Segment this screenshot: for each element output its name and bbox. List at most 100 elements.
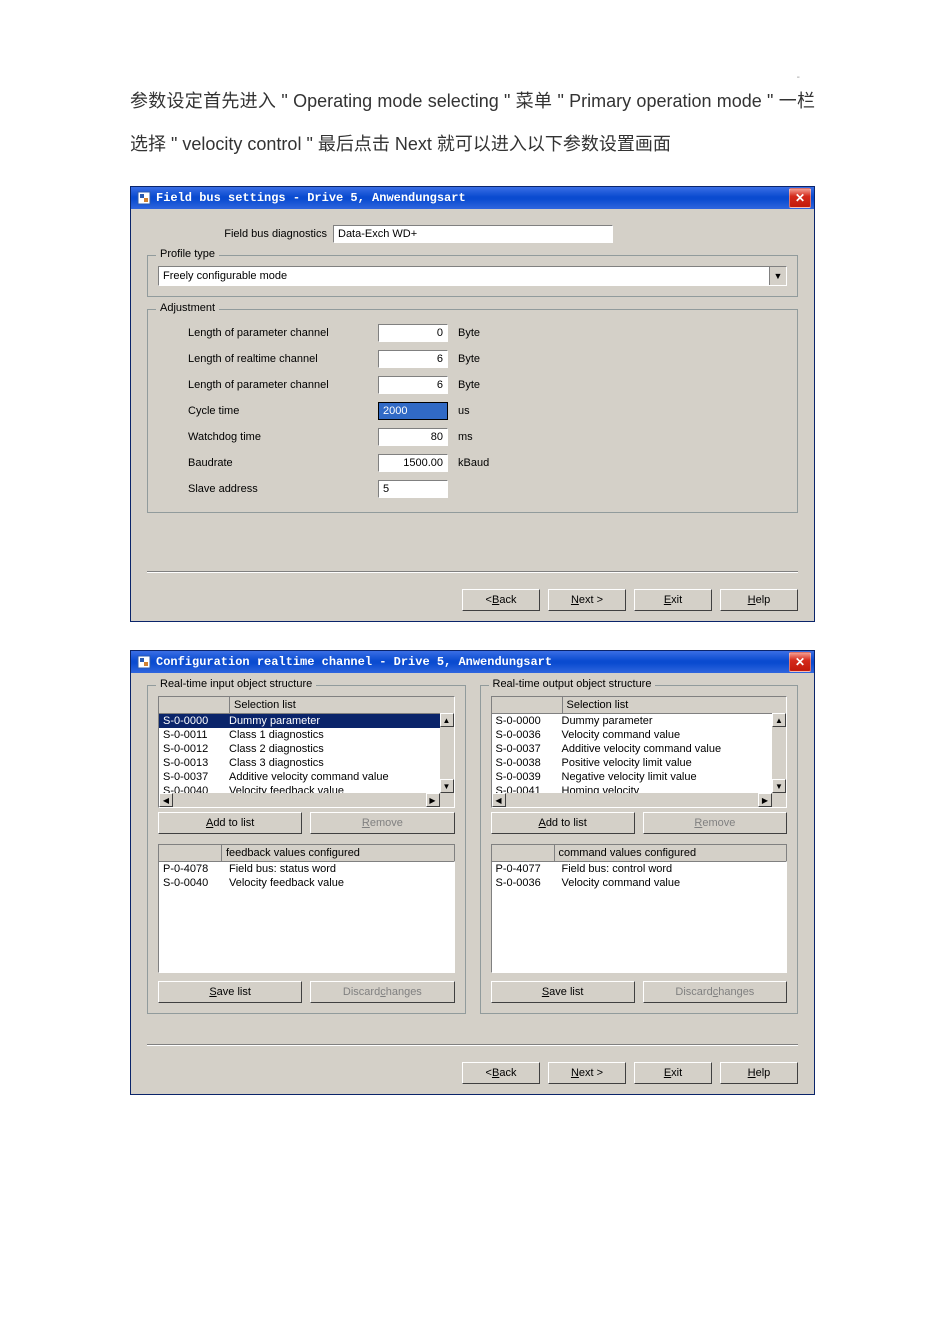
save-list-button[interactable]: Save list (158, 981, 302, 1003)
param-id: S-0-0038 (492, 756, 558, 770)
field-label: Baudrate (158, 457, 378, 469)
adjustment-row: Length of parameter channel6Byte (158, 372, 787, 398)
close-button[interactable]: ✕ (789, 188, 811, 208)
field-value[interactable]: 5 (378, 480, 448, 498)
configured-item[interactable]: P-0-4078Field bus: status word (159, 862, 454, 876)
command-configured-list[interactable]: P-0-4077Field bus: control wordS-0-0036V… (491, 861, 788, 973)
horizontal-scrollbar[interactable]: ◀ ▶ (492, 793, 773, 807)
discard-changes-button[interactable]: Discard changes (643, 981, 787, 1003)
scroll-left-icon: ◀ (159, 793, 173, 807)
window-icon (137, 655, 151, 669)
list-item[interactable]: S-0-0036Velocity command value (492, 728, 787, 742)
param-id: S-0-0036 (492, 876, 558, 890)
remove-button[interactable]: Remove (643, 812, 787, 834)
scroll-left-icon: ◀ (492, 793, 506, 807)
param-name: Positive velocity limit value (558, 756, 787, 770)
list-item[interactable]: S-0-0037Additive velocity command value (492, 742, 787, 756)
configured-item[interactable]: S-0-0036Velocity command value (492, 876, 787, 890)
vertical-scrollbar[interactable]: ▲ ▼ (772, 713, 786, 793)
scroll-up-icon: ▲ (440, 713, 454, 727)
output-group-title: Real-time output object structure (489, 678, 656, 690)
scroll-right-icon: ▶ (758, 793, 772, 807)
divider (147, 571, 798, 573)
param-id: S-0-0012 (159, 742, 225, 756)
feedback-configured-header: feedback values configured (158, 844, 455, 861)
scroll-down-icon: ▼ (772, 779, 786, 793)
adjustment-row: Baudrate1500.00kBaud (158, 450, 787, 476)
field-value[interactable]: 2000 (378, 402, 448, 420)
list-item[interactable]: S-0-0039Negative velocity limit value (492, 770, 787, 784)
param-name: Velocity command value (558, 876, 787, 890)
param-name: Field bus: control word (558, 862, 787, 876)
close-button[interactable]: ✕ (789, 652, 811, 672)
field-unit: Byte (448, 327, 480, 339)
feedback-configured-list[interactable]: P-0-4078Field bus: status wordS-0-0040Ve… (158, 861, 455, 973)
discard-changes-button[interactable]: Discard changes (310, 981, 454, 1003)
input-group-title: Real-time input object structure (156, 678, 316, 690)
list-header: Selection list (492, 697, 787, 714)
scroll-corner (440, 793, 454, 807)
remove-button[interactable]: Remove (310, 812, 454, 834)
field-value[interactable]: 0 (378, 324, 448, 342)
help-button[interactable]: Help (720, 589, 798, 611)
adjustment-row: Watchdog time80ms (158, 424, 787, 450)
config-realtime-channel-window: Configuration realtime channel - Drive 5… (130, 650, 815, 1095)
chevron-down-icon: ▼ (769, 267, 786, 285)
field-unit: kBaud (448, 457, 489, 469)
field-label: Length of realtime channel (158, 353, 378, 365)
field-unit: us (448, 405, 470, 417)
adjustment-row: Slave address5 (158, 476, 787, 502)
scroll-down-icon: ▼ (440, 779, 454, 793)
add-to-list-button[interactable]: Add to list (158, 812, 302, 834)
list-item[interactable]: S-0-0011Class 1 diagnostics (159, 728, 454, 742)
scroll-right-icon: ▶ (426, 793, 440, 807)
field-label: Watchdog time (158, 431, 378, 443)
back-button[interactable]: < Back (462, 589, 540, 611)
adjustment-row: Cycle time2000us (158, 398, 787, 424)
exit-button[interactable]: Exit (634, 1062, 712, 1084)
exit-button[interactable]: Exit (634, 589, 712, 611)
window-icon (137, 191, 151, 205)
param-name: Class 3 diagnostics (225, 756, 454, 770)
adjustment-group-title: Adjustment (156, 302, 219, 314)
configured-item[interactable]: P-0-4077Field bus: control word (492, 862, 787, 876)
next-button[interactable]: Next > (548, 589, 626, 611)
diagnostics-value: Data-Exch WD+ (333, 225, 613, 243)
param-id: S-0-0037 (492, 742, 558, 756)
next-button[interactable]: Next > (548, 1062, 626, 1084)
list-item[interactable]: S-0-0012Class 2 diagnostics (159, 742, 454, 756)
output-selection-list[interactable]: Selection list S-0-0000Dummy parameterS-… (491, 696, 788, 808)
vertical-scrollbar[interactable]: ▲ ▼ (440, 713, 454, 793)
param-name: Field bus: status word (225, 862, 454, 876)
input-selection-list[interactable]: Selection list S-0-0000Dummy parameterS-… (158, 696, 455, 808)
param-name: Dummy parameter (225, 714, 454, 728)
param-name: Velocity feedback value (225, 876, 454, 890)
field-bus-settings-window: Field bus settings - Drive 5, Anwendungs… (130, 186, 815, 622)
back-button[interactable]: < Back (462, 1062, 540, 1084)
help-button[interactable]: Help (720, 1062, 798, 1084)
list-item[interactable]: S-0-0037Additive velocity command value (159, 770, 454, 784)
param-name: Class 1 diagnostics (225, 728, 454, 742)
field-unit: ms (448, 431, 473, 443)
add-to-list-button[interactable]: Add to list (491, 812, 635, 834)
field-value[interactable]: 6 (378, 376, 448, 394)
field-value[interactable]: 1500.00 (378, 454, 448, 472)
list-header: Selection list (159, 697, 454, 714)
list-item[interactable]: S-0-0000Dummy parameter (492, 714, 787, 728)
profile-type-dropdown[interactable]: Freely configurable mode ▼ (158, 266, 787, 286)
field-unit: Byte (448, 379, 480, 391)
field-value[interactable]: 6 (378, 350, 448, 368)
param-id: P-0-4078 (159, 862, 225, 876)
field-value[interactable]: 80 (378, 428, 448, 446)
list-item[interactable]: S-0-0013Class 3 diagnostics (159, 756, 454, 770)
list-item[interactable]: S-0-0000Dummy parameter (159, 714, 454, 728)
adjustment-row: Length of parameter channel0Byte (158, 320, 787, 346)
page-marker: - (797, 72, 800, 83)
save-list-button[interactable]: Save list (491, 981, 635, 1003)
horizontal-scrollbar[interactable]: ◀ ▶ (159, 793, 440, 807)
profile-group-title: Profile type (156, 248, 219, 260)
window-title: Configuration realtime channel - Drive 5… (156, 655, 552, 669)
list-item[interactable]: S-0-0038Positive velocity limit value (492, 756, 787, 770)
profile-type-value: Freely configurable mode (159, 267, 769, 285)
configured-item[interactable]: S-0-0040Velocity feedback value (159, 876, 454, 890)
